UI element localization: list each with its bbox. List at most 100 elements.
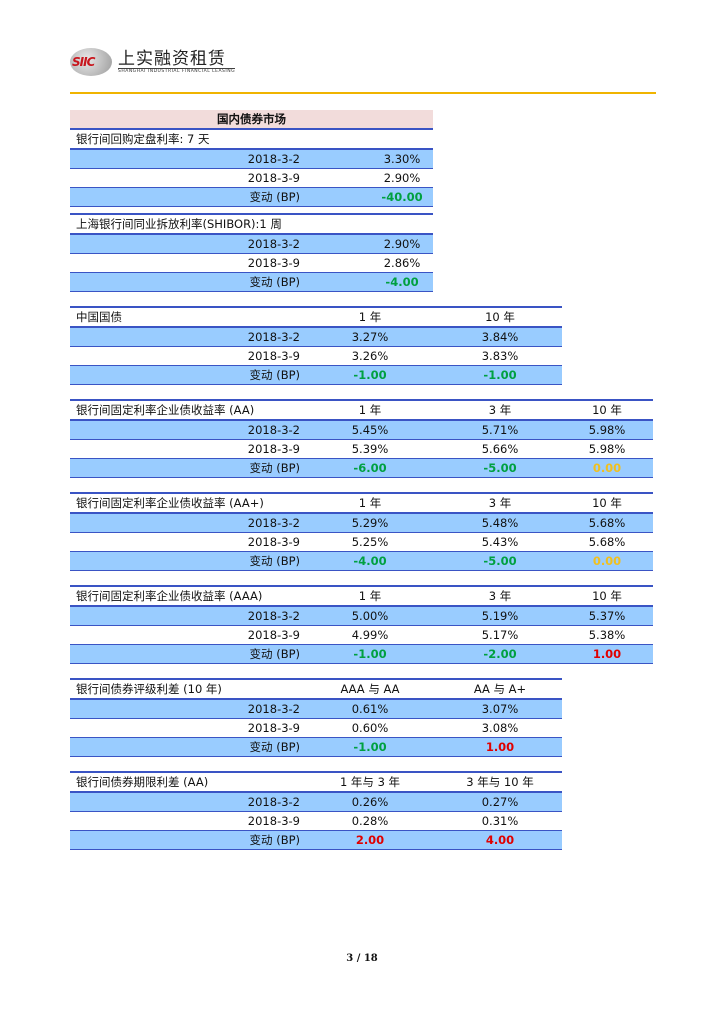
- table-row: 2018-3-9 2.90%: [70, 169, 433, 188]
- column-header: 1 年: [358, 589, 382, 603]
- column-header: 10 年: [592, 589, 622, 603]
- column-header: 3 年: [488, 496, 512, 510]
- table-cell: 3.26%: [351, 349, 389, 363]
- table-cell: 5.37%: [588, 609, 626, 623]
- table-cell: 1.00: [485, 740, 515, 754]
- column-header: 3 年与 10 年: [466, 775, 534, 789]
- table-cell: -6.00: [353, 461, 387, 475]
- table-cell: -1.00: [353, 647, 387, 661]
- table-cell: -5.00: [483, 461, 517, 475]
- table-row: 2018-3-2 0.61% 3.07%: [70, 700, 562, 719]
- table-row: 变动 (BP) -40.00: [70, 188, 433, 207]
- rate-table: 银行间债券评级利差 (10 年) AAA 与 AA AA 与 A+ 2018-3-2 0…: [70, 678, 562, 757]
- table-cell: 5.68%: [588, 516, 626, 530]
- table-cell: 0.61%: [351, 702, 389, 716]
- table-cell: 2.90%: [383, 171, 421, 185]
- table-cell: 2.86%: [383, 256, 421, 270]
- table-cell: 0.28%: [351, 814, 389, 828]
- table-row: 2018-3-2 5.00% 5.19% 5.37%: [70, 607, 653, 626]
- row-label: 变动 (BP): [249, 190, 300, 204]
- row-label: 2018-3-2: [247, 795, 300, 809]
- table-cell: -1.00: [353, 368, 387, 382]
- column-header: AAA 与 AA: [340, 682, 400, 696]
- table-cell: 5.43%: [481, 535, 519, 549]
- table-cell: 1.00: [592, 647, 622, 661]
- row-label: 2018-3-2: [247, 152, 300, 166]
- table-row: 2018-3-2 0.26% 0.27%: [70, 793, 562, 812]
- column-header: 1 年与 3 年: [339, 775, 401, 789]
- table-title-row: 银行间固定利率企业债收益率 (AA+) 1 年 3 年 10 年: [70, 492, 653, 514]
- logo-mark-text: SIIC: [72, 55, 95, 69]
- row-label: 2018-3-2: [247, 237, 300, 251]
- table-cell: 5.19%: [481, 609, 519, 623]
- row-label: 2018-3-9: [247, 814, 300, 828]
- table-cell: 5.48%: [481, 516, 519, 530]
- column-header: AA 与 A+: [473, 682, 527, 696]
- row-label: 2018-3-9: [247, 256, 300, 270]
- table-title: 银行间债券期限利差 (AA): [76, 775, 209, 789]
- table-cell: 5.17%: [481, 628, 519, 642]
- table-cell: -1.00: [353, 740, 387, 754]
- column-header: 10 年: [592, 496, 622, 510]
- table-cell: 5.98%: [588, 423, 626, 437]
- row-label: 变动 (BP): [249, 461, 300, 475]
- table-row: 2018-3-2 2.90%: [70, 235, 433, 254]
- table-title-row: 中国国债 1 年 10 年: [70, 306, 562, 328]
- table-cell: -2.00: [483, 647, 517, 661]
- table-title-row: 银行间债券评级利差 (10 年) AAA 与 AA AA 与 A+: [70, 678, 562, 700]
- table-row: 2018-3-2 5.45% 5.71% 5.98%: [70, 421, 653, 440]
- table-row: 变动 (BP) -4.00 -5.00 0.00: [70, 552, 653, 571]
- table-title: 银行间回购定盘利率: 7 天: [76, 132, 210, 146]
- table-title: 中国国债: [76, 310, 122, 324]
- table-title-row: 上海银行间同业拆放利率(SHIBOR):1 周: [70, 213, 433, 235]
- table-cell: 3.27%: [351, 330, 389, 344]
- siic-logo-icon: SIIC: [70, 48, 112, 76]
- table-cell: 0.00: [592, 461, 622, 475]
- row-label: 2018-3-9: [247, 721, 300, 735]
- row-label: 变动 (BP): [249, 554, 300, 568]
- page-number: 3 / 18: [346, 953, 378, 964]
- table-cell: 5.38%: [588, 628, 626, 642]
- table-title-row: 银行间固定利率企业债收益率 (AA) 1 年 3 年 10 年: [70, 399, 653, 421]
- table-row: 变动 (BP) -1.00 -2.00 1.00: [70, 645, 653, 664]
- rate-table: 银行间债券期限利差 (AA) 1 年与 3 年 3 年与 10 年 2018-3-2 0…: [70, 771, 562, 850]
- column-header: 1 年: [358, 403, 382, 417]
- table-row: 2018-3-2 3.27% 3.84%: [70, 328, 562, 347]
- table-cell: 3.30%: [383, 152, 421, 166]
- rate-table: 银行间固定利率企业债收益率 (AAA) 1 年 3 年 10 年 2018-3-2 5.0…: [70, 585, 653, 664]
- table-cell: -40.00: [381, 190, 423, 204]
- table-title-row: 银行间回购定盘利率: 7 天: [70, 130, 433, 150]
- table-title: 上海银行间同业拆放利率(SHIBOR):1 周: [76, 217, 282, 231]
- rate-table: 银行间固定利率企业债收益率 (AA+) 1 年 3 年 10 年 2018-3-2 5.2…: [70, 492, 653, 571]
- section-title: 国内债券市场: [70, 110, 433, 130]
- row-label: 2018-3-2: [247, 330, 300, 344]
- table-row: 2018-3-9 0.60% 3.08%: [70, 719, 562, 738]
- table-cell: -4.00: [385, 275, 419, 289]
- table-row: 2018-3-9 0.28% 0.31%: [70, 812, 562, 831]
- table-row: 2018-3-9 4.99% 5.17% 5.38%: [70, 626, 653, 645]
- table-cell: 3.83%: [481, 349, 519, 363]
- table-cell: 0.26%: [351, 795, 389, 809]
- table-row: 变动 (BP) -4.00: [70, 273, 433, 292]
- table-cell: 2.90%: [383, 237, 421, 251]
- row-label: 2018-3-9: [247, 349, 300, 363]
- table-title: 银行间固定利率企业债收益率 (AAA): [76, 589, 263, 603]
- table-cell: 4.00: [485, 833, 515, 847]
- table-title-row: 银行间固定利率企业债收益率 (AAA) 1 年 3 年 10 年: [70, 585, 653, 607]
- table-cell: 0.00: [592, 554, 622, 568]
- table-cell: 3.07%: [481, 702, 519, 716]
- table-cell: 5.98%: [588, 442, 626, 456]
- row-label: 2018-3-9: [247, 628, 300, 642]
- rate-table: 上海银行间同业拆放利率(SHIBOR):1 周 2018-3-2 2.90% 2018…: [70, 213, 433, 292]
- column-header: 10 年: [592, 403, 622, 417]
- table-row: 变动 (BP) -6.00 -5.00 0.00: [70, 459, 653, 478]
- table-row: 2018-3-9 3.26% 3.83%: [70, 347, 562, 366]
- table-row: 2018-3-2 5.29% 5.48% 5.68%: [70, 514, 653, 533]
- row-label: 2018-3-2: [247, 516, 300, 530]
- table-cell: 3.08%: [481, 721, 519, 735]
- company-logo: SIIC 上实融资租赁 SHANGHAI INDUSTRIAL FINANCIA…: [70, 48, 236, 76]
- row-label: 2018-3-9: [247, 171, 300, 185]
- table-cell: 5.71%: [481, 423, 519, 437]
- company-name-en: SHANGHAI INDUSTRIAL FINANCIAL LEASING: [118, 68, 236, 74]
